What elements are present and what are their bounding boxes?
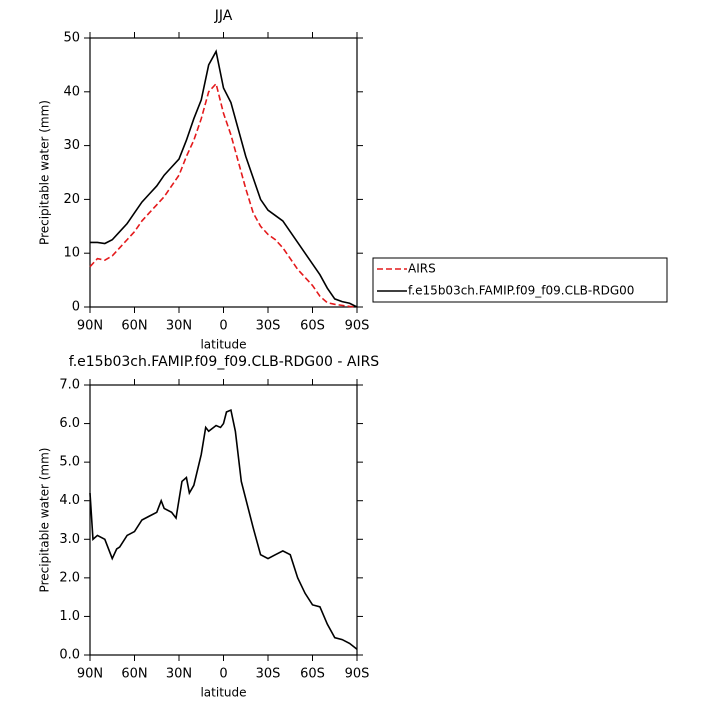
y-axis-label: Precipitable water (mm) (38, 100, 52, 245)
y-tick-label: 50 (63, 31, 80, 46)
y-tick-label: 3.0 (59, 532, 80, 547)
x-axis-label: latitude (200, 338, 246, 352)
y-tick-label: 30 (63, 138, 80, 153)
x-tick-label: 0 (219, 667, 227, 682)
y-tick-label: 5.0 (59, 455, 80, 470)
x-tick-label: 30S (256, 667, 281, 682)
y-tick-label: 10 (63, 246, 80, 261)
x-tick-label: 90N (77, 667, 103, 682)
x-tick-label: 90N (77, 319, 103, 334)
x-tick-label: 90S (345, 319, 370, 334)
legend-label: f.e15b03ch.FAMIP.f09_f09.CLB-RDG00 (408, 284, 634, 298)
x-tick-label: 90S (345, 667, 370, 682)
x-tick-label: 30N (166, 319, 192, 334)
x-tick-label: 30N (166, 667, 192, 682)
x-tick-label: 60N (121, 319, 147, 334)
x-tick-label: 60S (300, 319, 325, 334)
y-axis-label: Precipitable water (mm) (38, 448, 52, 593)
y-tick-label: 6.0 (59, 416, 80, 431)
y-tick-label: 0 (72, 300, 80, 315)
data-line (90, 49, 358, 308)
legend-box (372, 257, 668, 303)
plot-frame (89, 37, 358, 308)
y-tick-label: 4.0 (59, 493, 80, 508)
chart-title: JJA (214, 8, 233, 24)
y-tick-label: 20 (63, 192, 80, 207)
legend-label: AIRS (408, 262, 436, 276)
y-tick-label: 2.0 (59, 570, 80, 585)
x-tick-label: 30S (256, 319, 281, 334)
plot-frame (89, 384, 358, 656)
y-tick-label: 40 (63, 84, 80, 99)
data-line (89, 82, 358, 308)
y-tick-label: 1.0 (59, 609, 80, 624)
data-line (89, 408, 358, 650)
y-tick-label: 7.0 (59, 378, 80, 393)
chart-title: f.e15b03ch.FAMIP.f09_f09.CLB-RDG00 - AIR… (69, 354, 379, 370)
y-tick-label: 0.0 (59, 648, 80, 663)
x-tick-label: 60S (300, 667, 325, 682)
x-axis-label: latitude (200, 686, 246, 700)
x-tick-label: 60N (121, 667, 147, 682)
x-tick-label: 0 (219, 319, 227, 334)
